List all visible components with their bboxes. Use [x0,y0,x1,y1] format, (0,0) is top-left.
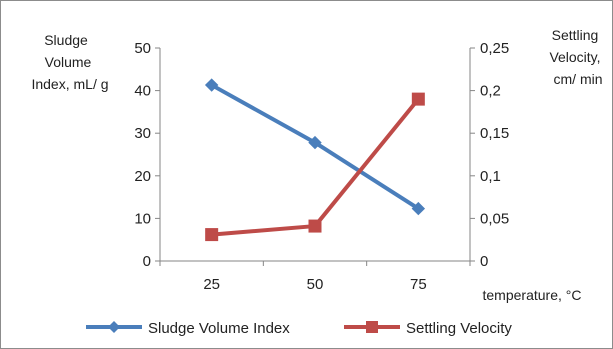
y-left-tick-label: 40 [134,83,151,100]
legend-label: Sludge Volume Index [148,320,290,337]
y-right-tick-label: 0 [480,253,488,270]
y-right-tick-label: 0,15 [480,125,509,142]
y-right-tick-label: 0,2 [480,83,501,100]
data-point-diamond [308,135,322,150]
y-right-tick-label: 0,1 [480,168,501,185]
x-tick-label: 50 [307,276,324,293]
legend-marker-diamond [108,321,120,333]
y-right-tick-label: 0,25 [480,40,509,57]
data-point-square [411,92,425,106]
x-tick-label: 75 [410,276,427,293]
legend-label: Settling Velocity [406,320,512,337]
data-point-square [205,228,219,242]
y-right-tick-label: 0,05 [480,210,509,227]
y-left-axis-title-line: Sludge [44,32,88,48]
y-right-axis-title-line: Velocity, [549,49,600,65]
legend-marker-square [366,321,378,333]
y-right-axis-title-line: cm/ min [554,71,603,87]
y-left-tick-label: 50 [134,40,151,57]
data-point-diamond [411,201,426,216]
y-left-tick-label: 0 [143,253,151,270]
y-left-tick-label: 10 [134,210,151,227]
data-point-diamond [204,78,219,92]
x-axis-title: temperature, °C [483,287,582,303]
y-left-tick-label: 20 [134,168,151,185]
y-left-tick-label: 30 [134,125,151,142]
x-tick-label: 25 [203,276,220,293]
data-point-square [308,219,322,233]
y-left-axis-title-line: Volume [45,54,92,70]
y-right-axis-title-line: Settling [552,27,599,43]
y-left-axis-title-line: Index, mL/ g [31,76,108,92]
